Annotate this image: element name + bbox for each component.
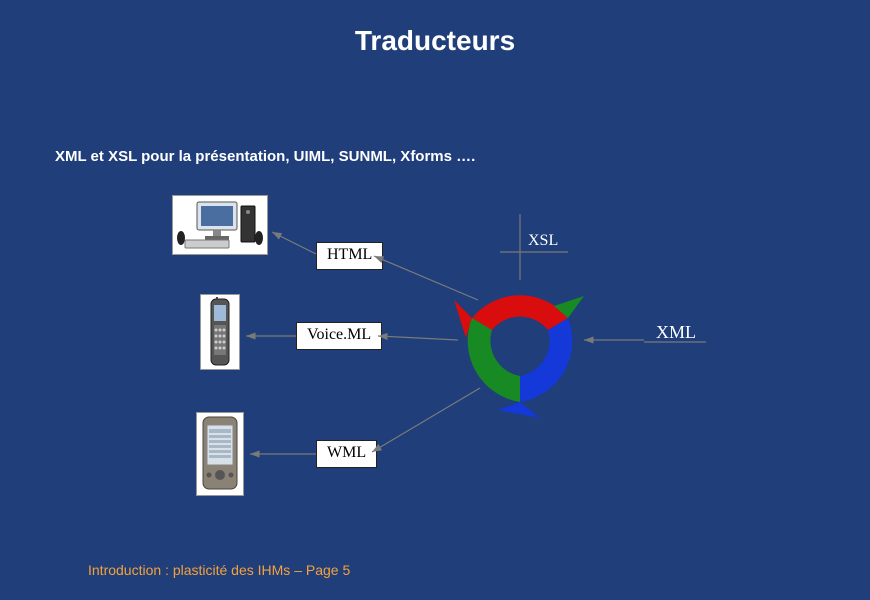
pda-icon	[196, 412, 244, 496]
diagram-arrows	[0, 0, 870, 600]
wml-label: WML	[316, 440, 377, 468]
cycle-arrows	[454, 295, 584, 418]
cellphone-icon	[200, 294, 240, 370]
arrow-cycle-to-voiceml	[378, 336, 458, 340]
arrow-cycle-to-html	[374, 256, 478, 300]
cycle-arrow-red	[472, 295, 568, 330]
xsl-label: XSL	[528, 232, 558, 250]
cycle-arrow-green	[468, 318, 520, 402]
slide-subtitle: XML et XSL pour la présentation, UIML, S…	[55, 148, 475, 165]
html-label: HTML	[316, 242, 383, 270]
cycle-arrow-blue	[520, 318, 572, 402]
arrow-html-to-desktop	[272, 232, 316, 254]
voiceml-label: Voice.ML	[296, 322, 382, 350]
slide-title: Traducteurs	[0, 25, 870, 57]
desktop-icon	[172, 195, 268, 255]
arrow-cycle-to-wml	[372, 388, 480, 452]
slide-footer: Introduction : plasticité des IHMs – Pag…	[88, 562, 350, 578]
xml-label: XML	[656, 322, 696, 343]
